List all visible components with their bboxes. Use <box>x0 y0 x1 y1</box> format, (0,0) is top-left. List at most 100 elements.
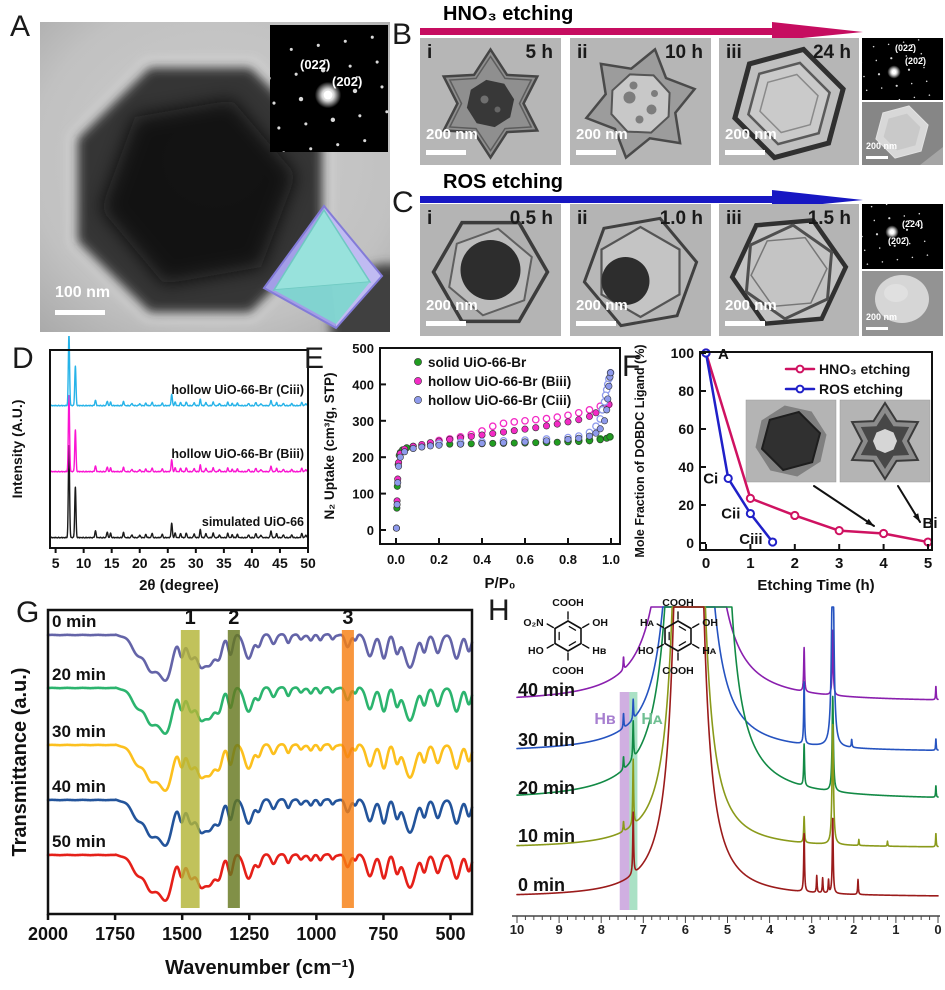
svg-text:15: 15 <box>104 555 120 571</box>
panel-h-letter: H <box>488 594 510 627</box>
svg-text:400: 400 <box>352 377 374 392</box>
tem-index-label: i <box>427 208 433 229</box>
svg-text:Hᴀ: Hᴀ <box>702 645 717 657</box>
panel-b-sem-inset: 200 nm <box>862 102 943 165</box>
svg-text:0: 0 <box>367 523 374 538</box>
svg-text:7: 7 <box>640 922 647 937</box>
svg-text:50 min: 50 min <box>52 832 106 851</box>
saed-pattern-graphic <box>270 25 388 152</box>
svg-text:30 min: 30 min <box>52 722 106 741</box>
octahedron-illustration <box>262 204 384 330</box>
scale-bar-label: 100 nm <box>55 284 111 301</box>
tem-index-label: ii <box>577 208 588 229</box>
ros-etching-arrow <box>420 190 863 209</box>
svg-text:2: 2 <box>228 607 239 629</box>
svg-text:solid UiO-66-Br: solid UiO-66-Br <box>428 355 527 370</box>
panel-a-tem-image: 100 nm (022̄) (202̄) <box>40 22 390 332</box>
svg-text:HNO₃ etching: HNO₃ etching <box>819 361 910 377</box>
svg-text:0: 0 <box>702 555 710 572</box>
scale-bar-label: 200 nm <box>576 297 628 314</box>
tem-time-label: 1.5 h <box>807 208 851 229</box>
svg-text:0.6: 0.6 <box>516 552 534 567</box>
svg-text:Hᴀ: Hᴀ <box>641 711 663 728</box>
svg-text:8: 8 <box>598 922 605 937</box>
svg-text:45: 45 <box>272 555 288 571</box>
svg-text:0.4: 0.4 <box>473 552 492 567</box>
scale-bar <box>55 310 105 315</box>
svg-text:100: 100 <box>671 345 695 361</box>
svg-text:COOH: COOH <box>662 665 694 677</box>
svg-text:hollow UiO-66-Br (Biii): hollow UiO-66-Br (Biii) <box>171 447 304 461</box>
svg-text:Intensity (A.U.): Intensity (A.U.) <box>9 400 25 499</box>
svg-text:25: 25 <box>160 555 176 571</box>
svg-text:4: 4 <box>879 555 888 572</box>
panel-b-saed-inset: (022̄) (202̄) <box>862 38 943 100</box>
tem-time-label: 10 h <box>664 42 703 63</box>
svg-text:2θ (degree): 2θ (degree) <box>139 577 219 594</box>
svg-text:Mole Fraction of DOBDC Ligand: Mole Fraction of DOBDC Ligand (%) <box>633 344 647 557</box>
svg-text:6: 6 <box>682 922 689 937</box>
tem-particle-graphic <box>732 46 846 161</box>
svg-text:0.2: 0.2 <box>430 552 448 567</box>
panel-c-tem-i: i 0.5 h 200 nm <box>420 204 561 336</box>
svg-text:10: 10 <box>510 922 524 937</box>
svg-text:1500: 1500 <box>162 924 202 944</box>
svg-text:3: 3 <box>342 607 353 629</box>
panel-b-tem-i: i 5 h 200 nm <box>420 38 561 165</box>
sem-particle-graphic <box>875 105 943 165</box>
scale-bar <box>866 327 888 330</box>
svg-text:Hʙ: Hʙ <box>594 711 616 728</box>
scale-bar-label: 200 nm <box>426 126 478 143</box>
isotherm-chart: 0 100 200 300 400 500 0.0 0.2 0.4 0.6 0.8 1.0 solid … <box>322 341 621 592</box>
svg-text:0 min: 0 min <box>52 612 96 631</box>
saed-label: (022̄) <box>300 57 331 72</box>
svg-text:750: 750 <box>368 924 398 944</box>
svg-text:3: 3 <box>835 555 843 572</box>
scale-bar <box>426 321 466 326</box>
saed-label: (202̄) <box>332 74 363 89</box>
svg-text:Ci: Ci <box>703 470 718 487</box>
svg-text:Etching Time (h): Etching Time (h) <box>757 577 874 594</box>
svg-text:1250: 1250 <box>229 924 269 944</box>
scale-bar-label: 200 nm <box>725 297 777 314</box>
svg-text:Ciii: Ciii <box>739 531 762 548</box>
svg-text:0: 0 <box>934 922 941 937</box>
svg-text:1: 1 <box>185 607 196 629</box>
svg-text:Wavenumber (cm⁻¹): Wavenumber (cm⁻¹) <box>165 957 355 979</box>
panel-e-letter: E <box>304 342 325 375</box>
tem-time-label: 1.0 h <box>659 208 703 229</box>
svg-text:40: 40 <box>244 555 260 571</box>
svg-text:COOH: COOH <box>662 597 694 609</box>
sem-particle-graphic <box>875 275 929 323</box>
svg-text:20: 20 <box>678 497 694 513</box>
svg-text:2000: 2000 <box>28 924 68 944</box>
panel-c-saed-inset: (2̄24̄) (202̄) <box>862 204 943 269</box>
svg-text:hollow UiO-66-Br (Ciii): hollow UiO-66-Br (Ciii) <box>428 393 571 408</box>
svg-text:1: 1 <box>892 922 899 937</box>
panel-c-sem-inset: 200 nm <box>862 271 943 336</box>
svg-text:0 min: 0 min <box>518 875 565 895</box>
tem-index-label: ii <box>577 42 588 63</box>
scale-bar-label: 200 nm <box>725 126 777 143</box>
scale-bar <box>725 321 765 326</box>
svg-text:Transmittance (a.u.): Transmittance (a.u.) <box>9 668 31 857</box>
svg-text:HO: HO <box>528 645 544 657</box>
svg-text:50: 50 <box>300 555 316 571</box>
scale-bar <box>576 321 616 326</box>
svg-text:N₂ Uptake (cm³/g, STP): N₂ Uptake (cm³/g, STP) <box>322 372 337 519</box>
panel-b-title: HNO₃ etching <box>443 3 574 25</box>
svg-text:1750: 1750 <box>95 924 135 944</box>
svg-text:500: 500 <box>436 924 466 944</box>
svg-text:P/P₀: P/P₀ <box>485 575 516 592</box>
svg-text:2: 2 <box>791 555 799 572</box>
svg-text:A: A <box>718 346 729 363</box>
svg-text:60: 60 <box>678 421 694 437</box>
panel-b-letter: B <box>392 18 413 51</box>
svg-text:0: 0 <box>686 535 694 551</box>
svg-text:35: 35 <box>216 555 232 571</box>
svg-text:200: 200 <box>352 450 374 465</box>
scale-bar <box>576 150 616 155</box>
tem-particle-graphic <box>431 220 550 324</box>
